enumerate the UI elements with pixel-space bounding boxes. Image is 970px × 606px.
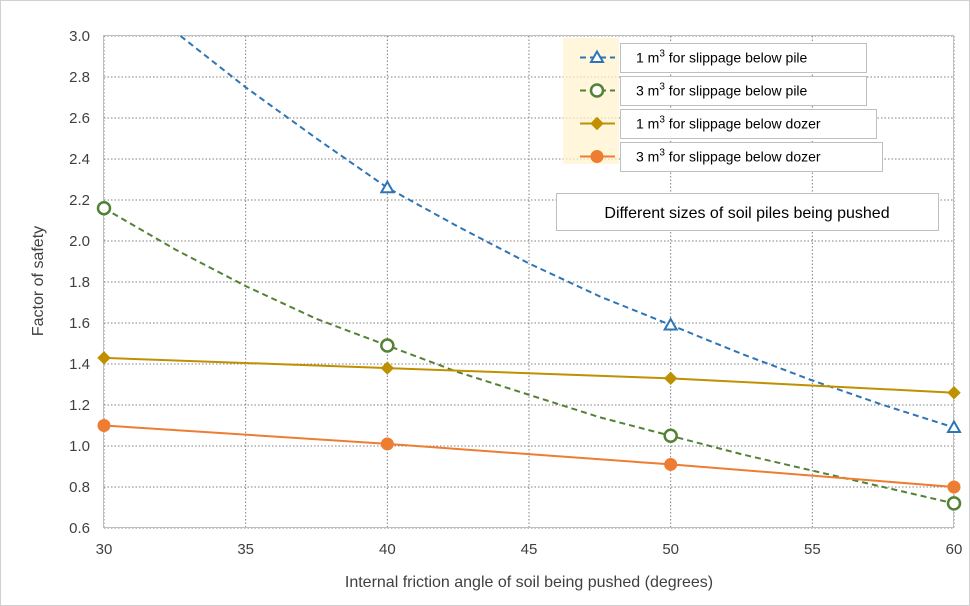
series-markers: [96, 179, 962, 511]
x-axis-label: Internal friction angle of soil being pu…: [345, 574, 713, 591]
legend-swatch-marker: [589, 83, 605, 98]
y-axis-label: Factor of safety: [30, 226, 47, 336]
series-lines: [103, 35, 955, 505]
x-tick-label: 30: [96, 541, 113, 558]
y-tick-label: 1.4: [69, 356, 90, 373]
y-tick-label: 1.6: [69, 315, 90, 332]
y-tick-label: 0.6: [69, 520, 90, 537]
series-line-3: [103, 356, 955, 394]
y-tick-label: 1.2: [69, 397, 90, 414]
data-point-series-4: [380, 437, 394, 451]
legend-item-box: [620, 142, 883, 172]
legend-highlight: [563, 38, 619, 164]
x-tick-label: 45: [521, 541, 538, 558]
series-line-4: [103, 424, 955, 488]
x-tick-label: 40: [379, 541, 396, 558]
data-point-series-4: [947, 480, 961, 494]
legend-label-suffix: for slippage below dozer: [665, 149, 821, 165]
y-tick-label: 1.8: [69, 274, 90, 291]
data-point-series-2: [663, 428, 678, 443]
legend-label-prefix: 3 m: [636, 149, 659, 165]
data-point-series-1: [662, 317, 679, 331]
y-tick-label: 2.8: [69, 69, 90, 86]
series-line-1: [179, 35, 955, 429]
y-tick-label: 2.0: [69, 233, 90, 250]
annotation-frame: [556, 193, 939, 231]
data-point-series-2: [946, 496, 962, 511]
legend-item-box: [620, 43, 867, 73]
legend-label: 1 m3 for slippage below pile: [636, 49, 808, 66]
data-point-series-2: [380, 338, 395, 353]
legend-label-sup: 3: [659, 148, 665, 159]
x-tick-label: 35: [237, 541, 254, 558]
data-point-series-2: [96, 200, 112, 216]
data-point-series-1: [379, 179, 396, 194]
series-line-2: [103, 207, 955, 505]
legend-label: 3 m3 for slippage below pile: [636, 82, 808, 99]
legend-item-box: [620, 109, 877, 139]
plot-area-border: [103, 35, 954, 528]
y-tick-label: 3.0: [69, 28, 90, 45]
x-tick-label: 55: [804, 541, 821, 558]
x-tick-label: 60: [946, 541, 963, 558]
x-tick-label: 50: [662, 541, 679, 558]
legend-label-suffix: for slippage below pile: [665, 50, 808, 66]
legend-label-prefix: 1 m: [636, 116, 659, 132]
y-tick-labels: 0.6 0.8 1.0 1.2 1.4 1.6 1.8 2.0 2.2 2.4 2.6 2.8 3.0: [69, 28, 90, 537]
legend-label-sup: 3: [659, 82, 665, 93]
legend-swatch-marker: [590, 150, 604, 163]
y-tick-label: 2.6: [69, 110, 90, 127]
legend-label-sup: 3: [659, 115, 665, 126]
data-point-series-3: [663, 371, 678, 386]
data-point-series-4: [97, 419, 111, 432]
legend-label-sup: 3: [659, 49, 665, 60]
y-tick-label: 1.0: [69, 438, 90, 455]
legend-label-suffix: for slippage below dozer: [665, 116, 821, 132]
legend-swatch-marker: [589, 49, 605, 63]
data-point-series-1: [946, 419, 962, 434]
legend-swatch-marker: [590, 116, 604, 131]
data-point-series-4: [664, 457, 678, 471]
legend-label-prefix: 1 m: [636, 50, 659, 66]
annotation-box: Different sizes of soil piles being push…: [556, 193, 939, 231]
y-tick-label: 2.2: [69, 192, 90, 209]
data-point-series-3: [97, 351, 111, 365]
legend-label: 1 m3 for slippage below dozer: [636, 115, 821, 132]
data-point-series-3: [380, 361, 395, 375]
annotation-text: Different sizes of soil piles being push…: [604, 205, 889, 222]
legend-label: 3 m3 for slippage below dozer: [636, 148, 821, 165]
y-tick-label: 2.4: [69, 151, 90, 168]
legend-label-prefix: 3 m: [636, 83, 659, 99]
data-point-series-3: [947, 385, 961, 400]
legend-item-box: [620, 76, 867, 106]
x-tick-labels: 30 35 40 45 50 55 60: [96, 541, 963, 558]
legend-label-suffix: for slippage below pile: [665, 83, 808, 99]
y-tick-label: 0.8: [69, 479, 90, 496]
